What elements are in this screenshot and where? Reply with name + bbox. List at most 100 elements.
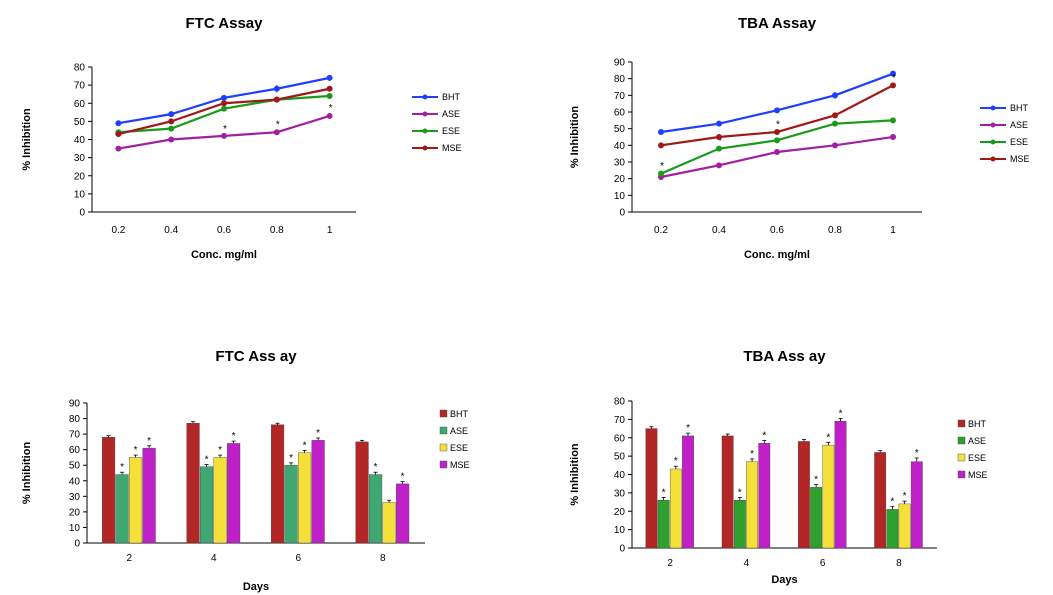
x-tick-label: 0.2 <box>111 225 125 236</box>
legend-marker-ese <box>990 139 996 145</box>
data-point-bht <box>168 111 175 118</box>
bar-bht <box>798 441 810 549</box>
bar-ese <box>213 457 227 544</box>
y-tick-label: 90 <box>614 58 626 69</box>
data-point-ese <box>168 125 175 132</box>
y-tick-label: 20 <box>69 507 81 518</box>
significance-star: * <box>303 440 307 451</box>
data-point-ase <box>168 136 175 143</box>
data-point-mse <box>115 131 122 138</box>
bar-ese <box>298 452 312 544</box>
bar-ese <box>822 444 835 549</box>
legend-marker-mse <box>990 156 996 162</box>
y-tick-label: 80 <box>614 397 626 408</box>
bar-mse <box>227 443 241 544</box>
significance-star: * <box>147 436 151 447</box>
chart-title: FTC Ass ay <box>215 348 297 365</box>
bar-bht <box>874 452 887 549</box>
data-point-ase <box>221 132 227 139</box>
bar-mse <box>142 447 156 544</box>
legend-swatch-ase <box>957 436 966 445</box>
significance-star: * <box>232 431 236 442</box>
significance-star: * <box>329 103 333 114</box>
bar-ese <box>129 457 143 544</box>
bar-ese <box>746 461 758 549</box>
y-tick-label: 80 <box>74 63 86 74</box>
data-point-ese <box>716 145 722 152</box>
y-tick-label: 70 <box>614 415 626 426</box>
data-point-ase <box>115 145 122 152</box>
data-point-bht <box>273 85 280 92</box>
significance-star: * <box>662 487 666 498</box>
bar-mse <box>758 443 771 549</box>
significance-star: * <box>401 472 405 483</box>
data-point-bht <box>326 74 333 81</box>
y-tick-label: 60 <box>614 433 626 444</box>
y-tick-label: 60 <box>74 99 86 110</box>
bar-bht <box>645 428 658 549</box>
data-point-mse <box>221 100 227 107</box>
x-tick-label: 6 <box>295 553 301 564</box>
bar-bht <box>271 424 285 544</box>
y-tick-label: 50 <box>614 124 626 135</box>
series-line-mse <box>660 84 894 147</box>
y-tick-label: 40 <box>69 476 81 487</box>
y-tick-label: 40 <box>74 135 86 146</box>
data-point-mse <box>326 85 333 92</box>
x-tick-label: 0.2 <box>654 225 668 236</box>
legend: BHT ASE ESE MSE <box>980 103 1030 164</box>
bar-mse <box>834 421 847 549</box>
y-tick-label: 60 <box>69 445 81 456</box>
y-tick-label: 30 <box>614 488 626 499</box>
x-tick-label: 0.8 <box>828 225 842 236</box>
significance-star: * <box>890 497 894 508</box>
legend-marker-bht <box>990 105 996 111</box>
y-tick-label: 30 <box>69 492 81 503</box>
x-tick-label: 6 <box>820 558 826 569</box>
legend-swatch-ese <box>439 443 448 452</box>
significance-star: * <box>839 408 843 419</box>
y-axis-label: % Inhibition <box>569 443 581 506</box>
significance-star: * <box>718 136 722 147</box>
y-tick-label: 30 <box>74 153 86 164</box>
data-point-bht <box>658 129 664 135</box>
legend-swatch-ese <box>957 453 966 462</box>
y-tick-label: 50 <box>69 461 81 472</box>
bar-ese <box>669 468 682 549</box>
significance-star: * <box>903 491 907 502</box>
x-tick-label: 0.6 <box>770 225 784 236</box>
significance-star: * <box>686 423 690 434</box>
legend-label-ese: ESE <box>1010 137 1028 147</box>
data-point-ese <box>326 93 333 99</box>
data-point-ase <box>832 142 838 149</box>
y-tick-label: 50 <box>74 117 86 128</box>
significance-star: * <box>276 120 280 131</box>
chart-panel-1: FTC Assay 0 10 20 30 40 50 60 70 80 % Inhibition Co… <box>21 15 462 261</box>
legend-label-bht: BHT <box>450 409 469 419</box>
x-tick-label: 0.4 <box>164 225 178 236</box>
legend-swatch-ase <box>439 426 448 435</box>
legend-swatch-mse <box>439 460 448 469</box>
legend-marker-ase <box>422 111 428 117</box>
y-tick-label: 0 <box>79 208 85 219</box>
data-point-mse <box>168 118 175 125</box>
y-tick-label: 30 <box>614 158 626 169</box>
data-point-mse <box>273 96 280 103</box>
legend-swatch-bht <box>439 409 448 418</box>
significance-star: * <box>892 73 896 84</box>
bar-ase <box>810 487 823 549</box>
y-tick-label: 80 <box>69 414 81 425</box>
data-point-ese <box>890 117 896 124</box>
legend-label-mse: MSE <box>1010 154 1030 164</box>
legend-marker-ese <box>422 128 428 134</box>
legend-label-ese: ESE <box>442 126 460 136</box>
data-point-ase <box>326 112 333 119</box>
data-point-bht <box>115 120 122 127</box>
x-tick-label: 0.6 <box>217 225 231 236</box>
data-point-mse <box>774 129 780 135</box>
legend-swatch-mse <box>957 470 966 479</box>
significance-star: * <box>915 448 919 459</box>
significance-star: * <box>205 454 209 465</box>
significance-star: * <box>289 453 293 464</box>
